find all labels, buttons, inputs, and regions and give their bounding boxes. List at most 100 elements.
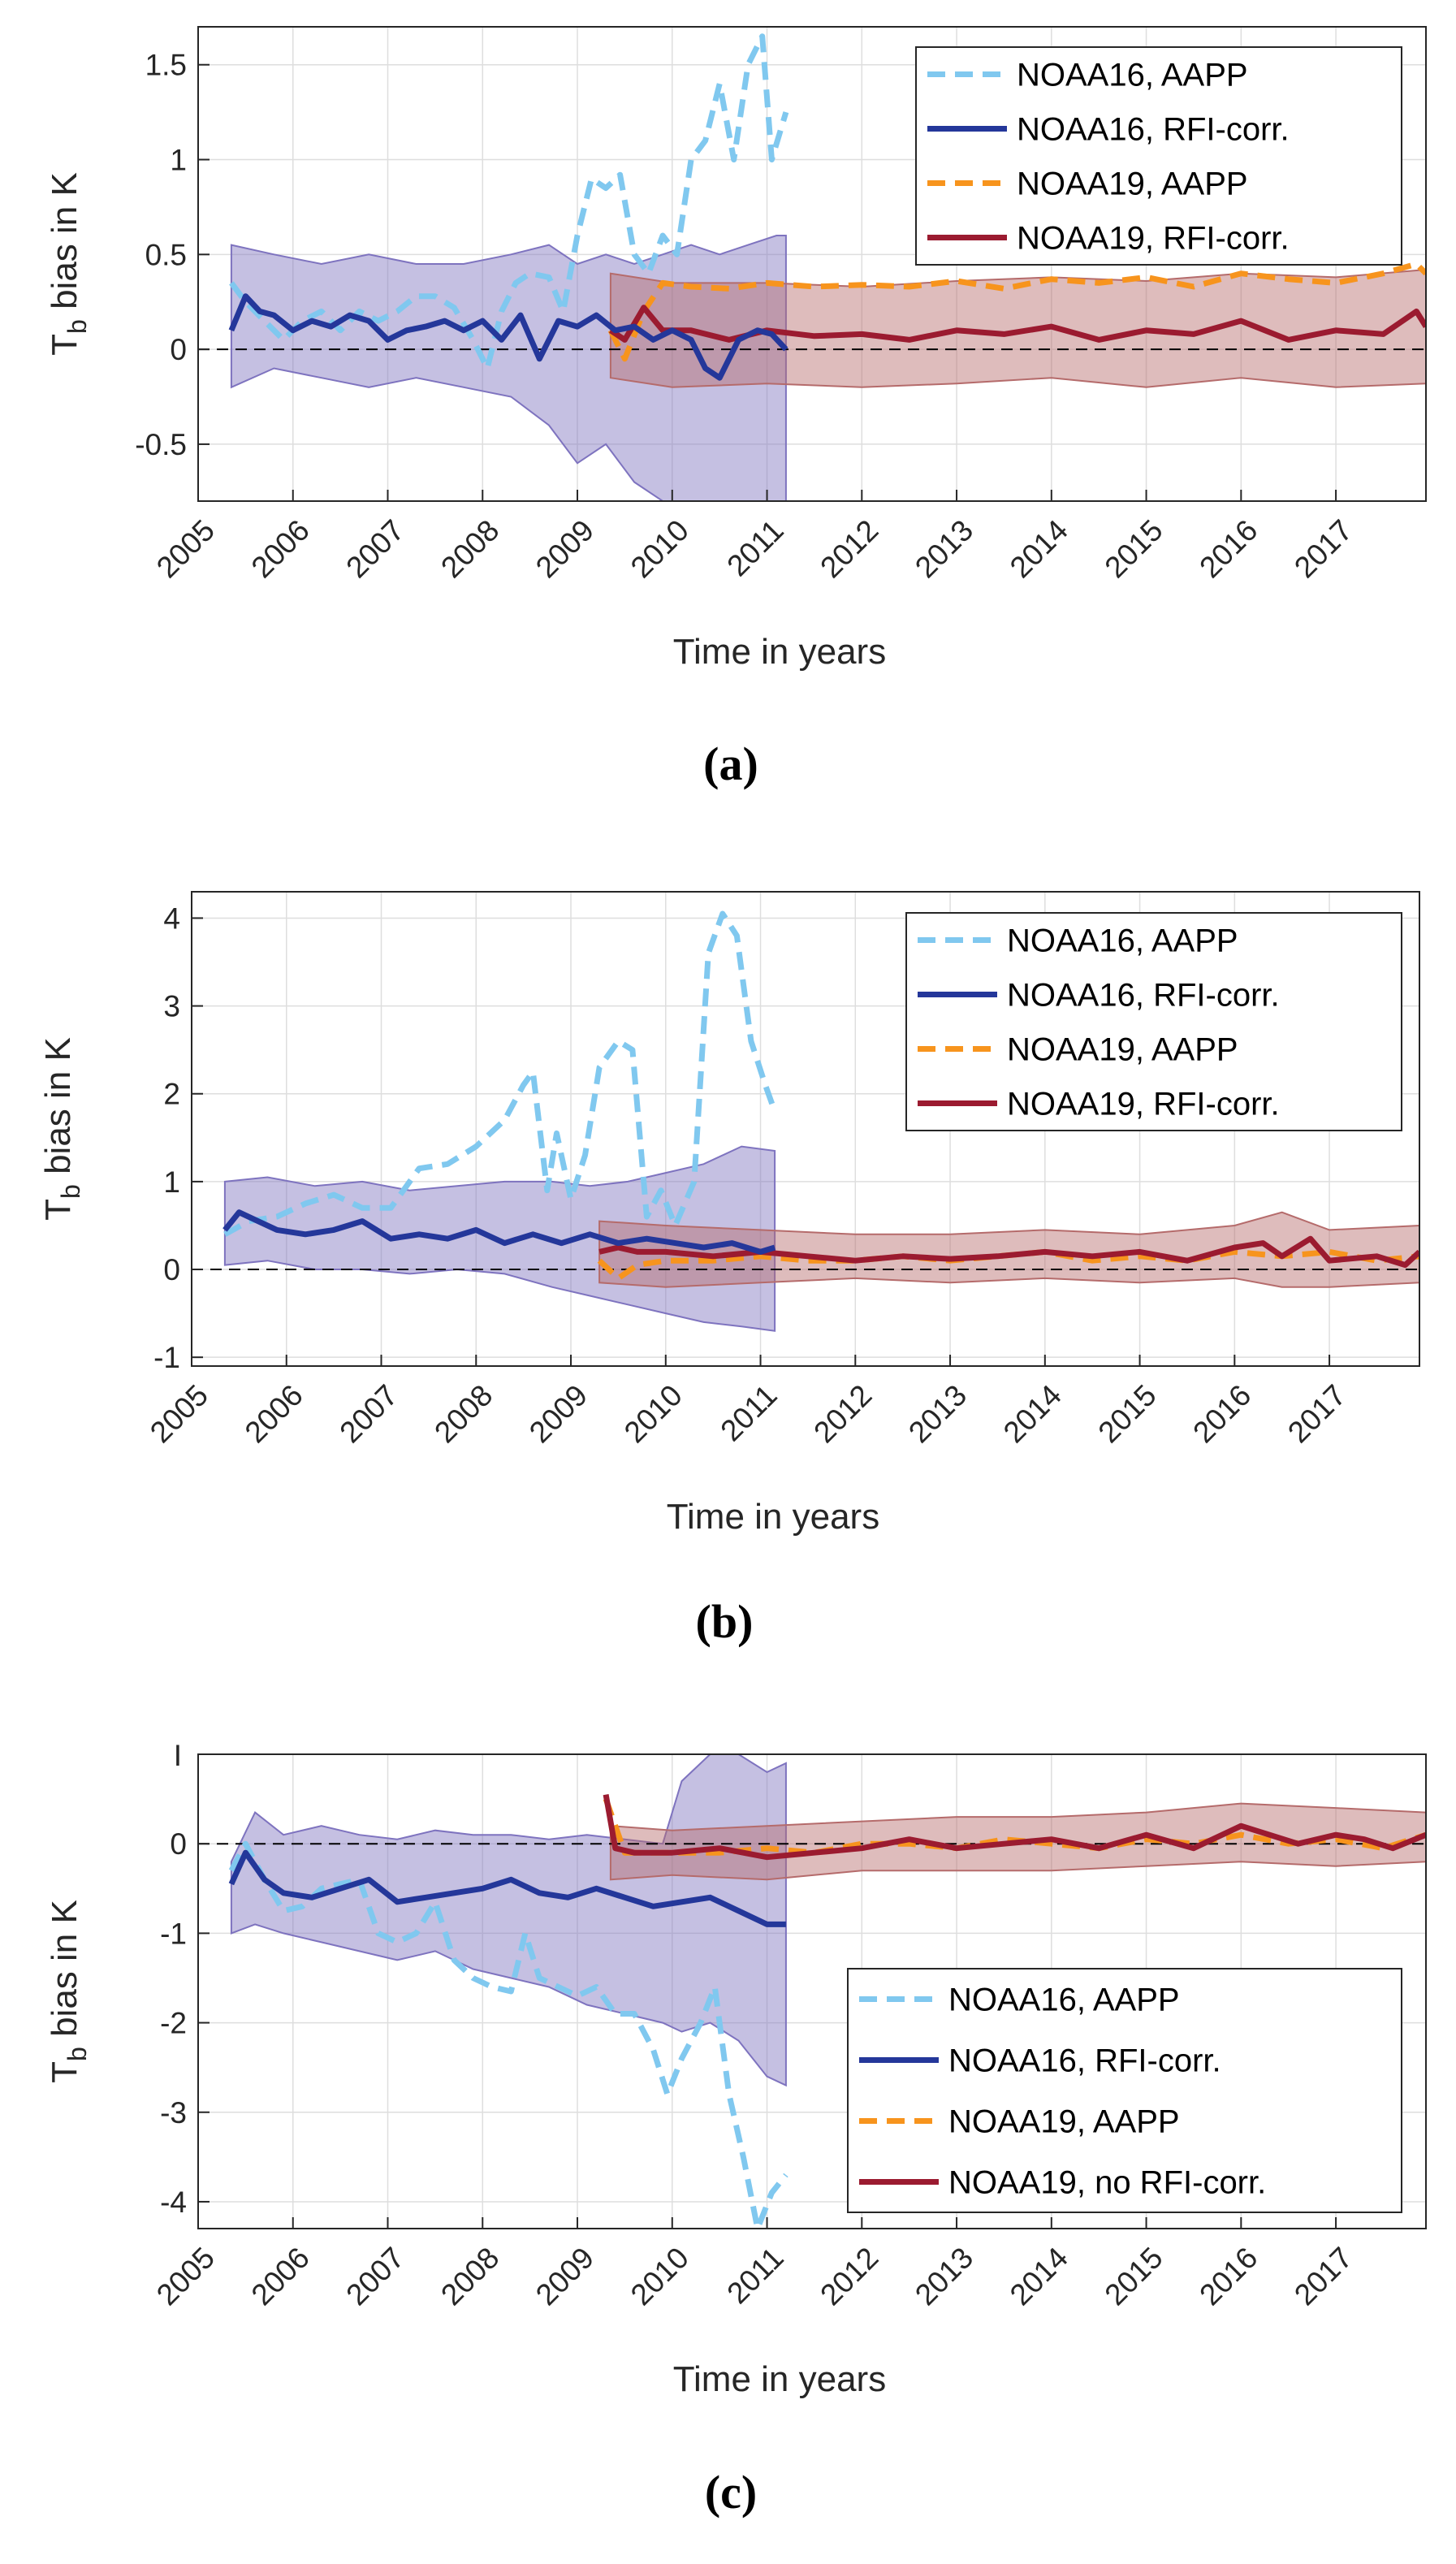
x-tick-label: 2007 (339, 513, 410, 584)
x-tick-label: 2008 (434, 513, 505, 584)
x-tick-label: 2009 (523, 1378, 594, 1449)
x-tick-label: 2017 (1288, 2241, 1359, 2311)
x-tick-label: 2016 (1193, 513, 1264, 584)
series-line-noaa16-aapp (229, 33, 789, 371)
series-line-noaa19-rfi-corr- (598, 1235, 1419, 1269)
y-tick-label: -1 (153, 1341, 180, 1374)
x-tick-label: 2015 (1092, 1378, 1163, 1449)
y-tick-label: -2 (160, 2007, 187, 2040)
series-line-noaa16-rfi-corr- (223, 1209, 776, 1255)
y-tick-label: 0.5 (145, 238, 187, 271)
series-line-noaa16-aapp (223, 910, 778, 1237)
chart-panel-b: 2005 2006 2007 2008 2009 2010 2011 2012 2013 2014… (38, 891, 1420, 1537)
y-axis-label-main: T (38, 1199, 78, 1221)
legend: NOAA16, AAPP NOAA16, RFI-corr. NOAA19, AAP… (847, 1968, 1402, 2213)
chart-panel-c: 2005 2006 2007 2008 2009 2010 2011 2012 2013 2014… (45, 1739, 1427, 2399)
x-tick-label: 2013 (909, 2241, 979, 2311)
y-axis-label-sub: b (56, 1184, 85, 1199)
x-tick-label: 2012 (814, 2241, 884, 2311)
axes-box (197, 26, 1427, 502)
x-tick-label: 2005 (144, 1378, 214, 1449)
legend-label: NOAA16, AAPP (1007, 923, 1238, 959)
legend-box (847, 1968, 1402, 2213)
x-tick-label: 2006 (245, 513, 316, 584)
legend-box (905, 912, 1402, 1131)
x-axis-label: Time in years (673, 2359, 886, 2399)
y-axis-label-rest: bias in K (38, 1037, 78, 1184)
uncertainty-band-noaa16 (230, 1754, 787, 2087)
x-tick-label: 2014 (997, 1378, 1068, 1449)
plot-area (192, 910, 1419, 1332)
legend-label: NOAA19, AAPP (1007, 1032, 1238, 1068)
y-tick-label: -0.5 (135, 428, 187, 461)
legend-label: NOAA16, AAPP (1017, 58, 1248, 93)
legend-label: NOAA16, AAPP (948, 1982, 1180, 2018)
x-tick-label: 2011 (720, 513, 789, 582)
y-axis-label-main: T (45, 334, 84, 356)
x-tick-label: 2005 (150, 513, 221, 584)
y-tick-label: 2 (163, 1078, 180, 1111)
uncertainty-band-noaa19 (598, 1211, 1419, 1288)
x-tick-label: 2008 (434, 2241, 505, 2311)
y-tick-label: 4 (163, 902, 180, 935)
x-tick-label: 2015 (1099, 513, 1169, 584)
y-tick-label: -4 (160, 2186, 187, 2219)
legend-label: NOAA19, RFI-corr. (1007, 1087, 1280, 1122)
x-tick-label: 2013 (902, 1378, 973, 1449)
x-tick-label: 2014 (1004, 513, 1074, 584)
legend-label: NOAA16, RFI-corr. (948, 2043, 1221, 2079)
axes-box (197, 1753, 1427, 2229)
x-tick-label: 2012 (807, 1378, 878, 1449)
legend-label: NOAA19, no RFI-corr. (948, 2165, 1266, 2201)
x-tick-label: 2007 (333, 1378, 404, 1449)
legend-label: NOAA19, RFI-corr. (1017, 221, 1290, 257)
series-line-noaa19-aapp (603, 1797, 1426, 1856)
plot-area (198, 33, 1426, 501)
y-tick-label: 1.5 (145, 49, 187, 82)
x-tick-label: 2016 (1193, 2241, 1264, 2311)
y-tick-label-partial: I (174, 1739, 182, 1772)
figure-caption: (b) (696, 1595, 754, 1648)
x-tick-label: 2007 (339, 2241, 410, 2311)
x-tick-label: 2015 (1099, 2241, 1169, 2311)
y-tick-label: -3 (160, 2096, 187, 2129)
uncertainty-band-noaa16 (230, 235, 787, 501)
legend-label: NOAA19, AAPP (1017, 166, 1248, 202)
y-tick-label: 0 (170, 333, 187, 366)
x-tick-label: 2006 (239, 1378, 309, 1449)
x-axis-label: Time in years (667, 1497, 879, 1537)
x-tick-label: 2016 (1186, 1378, 1257, 1449)
figure-caption: (c) (705, 2466, 757, 2519)
x-tick-label: 2011 (720, 2241, 789, 2310)
series-line-noaa16-rfi-corr- (228, 293, 788, 381)
plot-area (198, 1754, 1426, 2229)
figure-caption: (a) (703, 737, 758, 790)
y-axis-label-sub: b (63, 2047, 92, 2061)
x-tick-label: 2009 (529, 2241, 600, 2311)
y-tick-label: 1 (170, 144, 187, 177)
y-tick-label: -1 (160, 1917, 187, 1950)
x-tick-label: 2010 (624, 513, 695, 584)
x-tick-label: 2010 (624, 2241, 695, 2311)
y-tick-label: 0 (170, 1827, 187, 1861)
y-axis-label-rest: bias in K (45, 1900, 84, 2047)
x-tick-label: 2010 (618, 1378, 689, 1449)
series-line-noaa19-no-rfi-corr- (603, 1793, 1426, 1861)
y-axis-label: Tb bias in K (45, 172, 92, 356)
y-axis-label-main: T (45, 2061, 84, 2083)
series-line-noaa16-rfi-corr- (228, 1849, 786, 1927)
axes-box (191, 891, 1420, 1367)
series-line-noaa16-aapp (228, 1840, 788, 2229)
legend-box (915, 46, 1402, 266)
y-tick-label: 0 (163, 1253, 180, 1286)
x-tick-label: 2014 (1004, 2241, 1074, 2311)
x-tick-label: 2005 (150, 2241, 221, 2311)
y-axis-label: Tb bias in K (45, 1900, 92, 2083)
x-tick-label: 2006 (245, 2241, 316, 2311)
legend: NOAA16, AAPP NOAA16, RFI-corr. NOAA19, AAP… (905, 912, 1402, 1131)
y-axis-label-rest: bias in K (45, 172, 84, 319)
x-tick-label: 2013 (909, 513, 979, 584)
y-axis-label-sub: b (63, 319, 92, 334)
chart-panel-a: 2005 2006 2007 2008 2009 2010 2011 2012 2013 2014… (45, 26, 1427, 672)
